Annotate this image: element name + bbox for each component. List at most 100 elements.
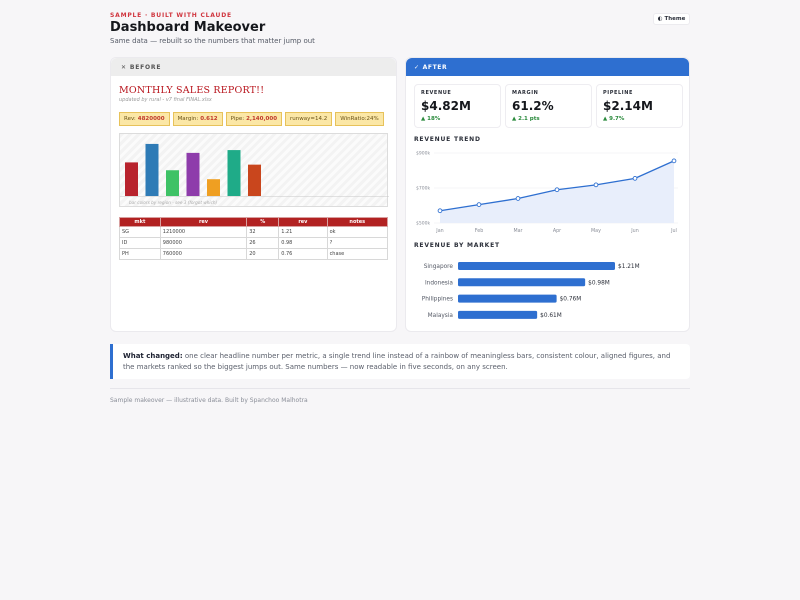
chart-caption: bar colors by region - see 3 (forgot whi…	[129, 200, 218, 205]
report-subtitle: updated by rural - v7 final FINAL.xlsx	[119, 97, 212, 103]
x-tick-label: Apr	[553, 228, 561, 234]
x-tick-label: May	[591, 228, 601, 234]
table-cell: 32	[246, 226, 280, 238]
rainbow-bar-chart-svg: bar colors by region - see 3 (forgot whi…	[120, 143, 389, 205]
x-tick-label: Mar	[513, 228, 522, 234]
table-header-row: mkt rev % rev notes	[119, 217, 389, 227]
table-cell: ok	[326, 226, 389, 238]
what-changed-note: What changed: one clear headline number …	[110, 344, 690, 379]
before-label: BEFORE	[129, 63, 162, 71]
after-panel-header: ✓ AFTER	[406, 58, 689, 76]
metric-chip: Pipe: 2,140,000	[225, 112, 283, 126]
divider	[110, 388, 690, 389]
table-cell: ID	[119, 237, 161, 249]
metric-chips: Rev: 4820000 Margin: 0.612 Pipe: 2,140,000 …	[119, 112, 384, 126]
market-bar	[458, 262, 615, 270]
kpi-value: 61.2%	[512, 99, 554, 113]
trend-point	[554, 187, 560, 193]
market-bar	[458, 278, 586, 287]
table-cell: 20	[246, 248, 280, 260]
kpi-delta: ▲ 2.1 pts	[512, 116, 540, 122]
table-cell: 1210000	[159, 226, 248, 238]
y-tick-label: $700k	[416, 186, 430, 192]
table-cell: PH	[119, 248, 161, 260]
trend-point	[515, 196, 521, 201]
rainbow-bar	[166, 170, 179, 196]
table-cell: 26	[246, 237, 280, 249]
category-label: Malaysia	[428, 313, 454, 319]
value-label: $1.21M	[618, 264, 640, 270]
table-cell: 1.21	[278, 226, 328, 238]
check-icon: ✓	[414, 63, 420, 71]
category-label: Philippines	[422, 297, 453, 303]
kpi-delta: ▲ 9.7%	[603, 116, 625, 122]
metric-chip: WinRatio:24%	[335, 112, 384, 126]
metric-chip: Margin: 0.612	[172, 112, 223, 126]
revenue-by-market-chart: Singapore $1.21M Indonesia $0.98M Philippine…	[422, 262, 640, 319]
rainbow-bar	[248, 164, 261, 196]
table-cell: chase	[326, 248, 389, 260]
table-row: ID 980000 26 0.98 ?	[119, 237, 389, 249]
kpi-value: $2.14M	[603, 99, 653, 113]
rainbow-bar	[145, 143, 159, 196]
y-tick-label: $500k	[416, 221, 430, 227]
column-header: notes	[326, 217, 389, 227]
kpi-label: PIPELINE	[603, 90, 634, 96]
after-panel: ✓ AFTER REVENUE $4.82M ▲ 18% MARGIN 61.2…	[405, 57, 690, 332]
table-cell: 980000	[159, 237, 248, 249]
before-panel: ✕ BEFORE MONTHLY SALES REPORT!! updated …	[110, 57, 397, 332]
footer: Sample makeover — illustrative data. Bui…	[110, 397, 308, 404]
table-cell: 0.98	[278, 237, 328, 249]
kpi-label: MARGIN	[512, 90, 539, 96]
trend-point	[593, 182, 599, 188]
theme-toggle-button[interactable]: ◐ Theme	[653, 13, 690, 25]
trend-point	[476, 202, 482, 207]
rainbow-bar	[207, 179, 220, 196]
market-bar	[458, 294, 557, 303]
trend-point	[437, 208, 443, 214]
theme-icon: ◐	[657, 16, 663, 22]
column-header: rev	[278, 217, 328, 227]
before-panel-header: ✕ BEFORE	[111, 58, 396, 76]
table-cell: SG	[119, 226, 161, 238]
value-label: $0.76M	[560, 297, 582, 303]
category-label: Singapore	[424, 264, 454, 270]
page-title: Dashboard Makeover	[110, 20, 266, 35]
kpi-card-revenue: REVENUE $4.82M ▲ 18%	[414, 84, 501, 128]
kpi-card-pipeline: PIPELINE $2.14M ▲ 9.7%	[596, 84, 683, 128]
rainbow-bar	[186, 152, 200, 196]
metric-chip: Rev: 4820000	[119, 112, 170, 126]
table-cell: 760000	[159, 248, 248, 260]
page-subtitle: Same data — rebuilt so the numbers that …	[110, 37, 315, 45]
trend-point	[671, 158, 677, 164]
market-bar	[458, 310, 538, 319]
theme-label: Theme	[664, 16, 686, 22]
x-tick-label: Jun	[630, 228, 639, 234]
table-row: SG 1210000 32 1.21 ok	[119, 226, 389, 238]
table-row: PH 760000 20 0.76 chase	[119, 248, 389, 260]
y-tick-label: $900k	[416, 151, 430, 157]
close-icon: ✕	[121, 63, 127, 71]
rainbow-bar	[227, 150, 241, 196]
kpi-row: REVENUE $4.82M ▲ 18% MARGIN 61.2% ▲ 2.1 …	[414, 84, 683, 128]
trend-point	[632, 176, 638, 181]
category-label: Indonesia	[425, 280, 453, 286]
column-header: rev	[159, 217, 248, 227]
eyebrow: SAMPLE · BUILT WITH CLAUDE	[110, 12, 232, 19]
kpi-delta: ▲ 18%	[421, 116, 441, 122]
note-body: one clear headline number per metric, a …	[123, 352, 671, 371]
x-tick-label: Feb	[475, 228, 484, 234]
kpi-value: $4.82M	[421, 99, 471, 113]
revenue-trend-chart: $900k $700k $500k Jan Feb Mar Apr May Jun Jul	[416, 151, 678, 234]
rainbow-bar-chart: bar colors by region - see 3 (forgot whi…	[119, 133, 389, 207]
column-header: mkt	[119, 217, 161, 227]
value-label: $0.98M	[588, 280, 610, 286]
trend-title: REVENUE TREND	[414, 136, 481, 143]
market-table: mkt rev % rev notes SG 1210000 32 1.21 o…	[119, 217, 389, 260]
rainbow-bar	[125, 162, 138, 196]
note-lead: What changed:	[123, 352, 183, 360]
column-header: %	[246, 217, 280, 227]
metric-chip: runway=14.2	[285, 112, 333, 126]
table-cell: ?	[326, 237, 389, 249]
value-label: $0.61M	[540, 313, 562, 319]
